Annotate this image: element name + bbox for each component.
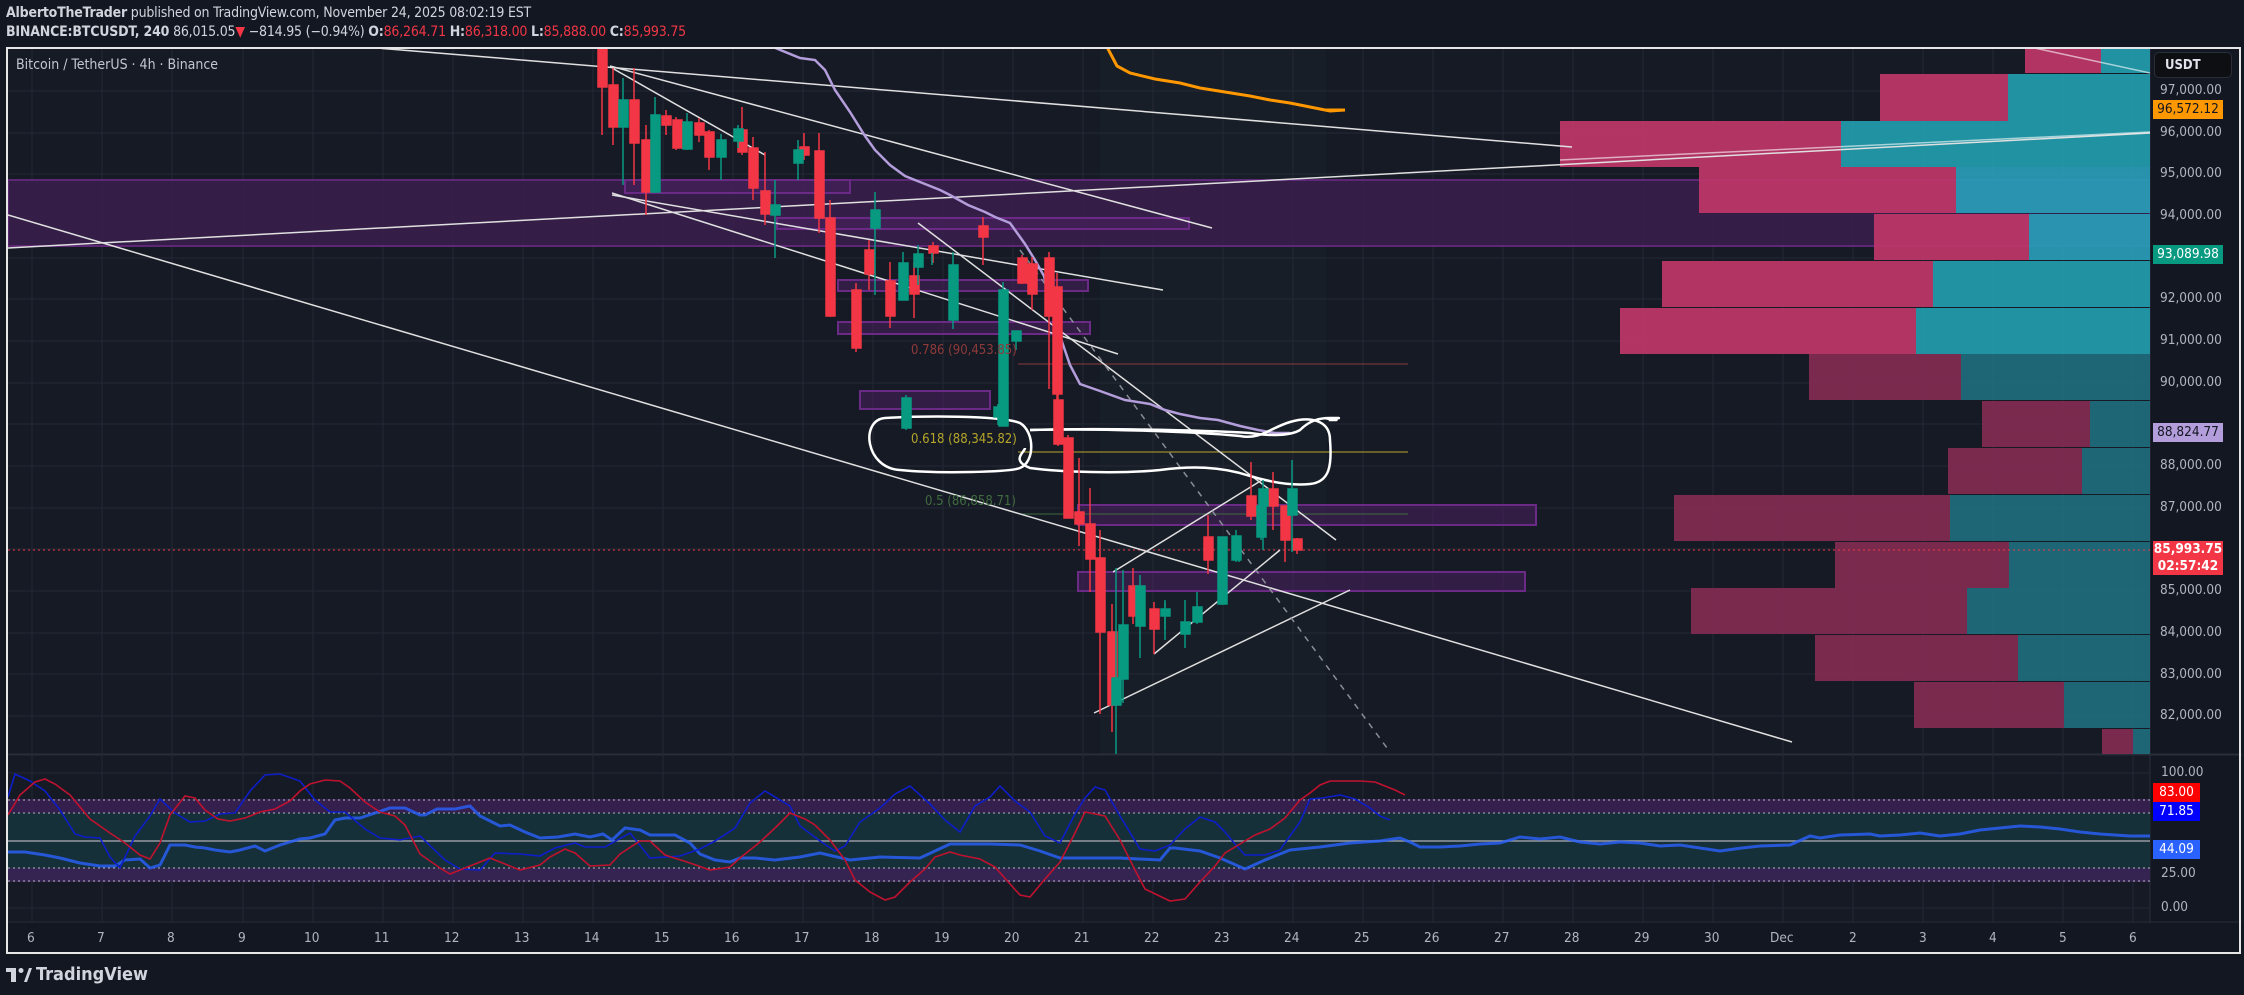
high-value: 86,318.00: [464, 24, 528, 40]
chart-title: Bitcoin / TetherUS · 4h · Binance: [16, 57, 219, 73]
current-price-value: 85,993.75: [2153, 541, 2223, 557]
open-label: O:: [368, 24, 384, 40]
open-value: 86,264.71: [383, 24, 446, 40]
down-arrow-icon: ▼: [235, 24, 245, 40]
date-tick: Dec: [1770, 930, 1794, 946]
close-label: C:: [609, 24, 624, 40]
chart-frame: [6, 47, 2241, 954]
price-tick: 92,000.00: [2160, 290, 2222, 306]
stoch-d-line: [8, 778, 1406, 902]
date-tick: 27: [1494, 930, 1510, 946]
lavender-ma-badge: 88,824.77: [2153, 423, 2223, 442]
date-tick: 8: [167, 930, 175, 946]
dashed-projection-line: [1019, 249, 1391, 753]
date-tick: 19: [934, 930, 950, 946]
date-tick: 4: [1989, 930, 1997, 946]
rsi-line: [8, 804, 2150, 871]
date-tick: 29: [1634, 930, 1650, 946]
symbol-info: BINANCE:BTCUSDT, 240 86,015.05▼ −814.95 …: [6, 24, 686, 40]
price-tick: 91,000.00: [2160, 332, 2222, 348]
date-tick: 26: [1424, 930, 1440, 946]
date-tick: 20: [1004, 930, 1020, 946]
price-tick: 83,000.00: [2160, 666, 2222, 682]
date-tick: 3: [1919, 930, 1927, 946]
date-tick: 5: [2059, 930, 2067, 946]
hand-drawn-highlight: [868, 415, 1341, 486]
published-text: published on TradingView.com, November 2…: [130, 5, 532, 21]
date-tick: 17: [794, 930, 810, 946]
price-tick: 82,000.00: [2160, 707, 2222, 723]
date-tick: 30: [1704, 930, 1720, 946]
price-tick: 94,000.00: [2160, 207, 2222, 223]
rsi-pane: [8, 772, 2150, 909]
price-tick: 97,000.00: [2160, 82, 2222, 98]
candle-countdown: 02:57:42: [2157, 558, 2219, 574]
price-tick: 87,000.00: [2160, 499, 2222, 515]
date-tick: 25: [1354, 930, 1370, 946]
date-tick: 28: [1564, 930, 1580, 946]
publish-info: AlbertoTheTrader published on TradingVie…: [6, 5, 531, 21]
orange-ma-badge: 96,572.12: [2153, 100, 2223, 119]
date-tick: 23: [1214, 930, 1230, 946]
date-tick: 6: [27, 930, 35, 946]
date-tick: 11: [374, 930, 390, 946]
stoch-d-badge: 83.00: [2153, 783, 2200, 802]
brand-name: TradingView: [36, 964, 148, 985]
fib-0786-label: 0.786 (90,453.85): [911, 343, 1017, 358]
fib-05-label: 0.5 (86,858.71): [925, 494, 1016, 509]
author-name[interactable]: AlbertoTheTrader: [6, 5, 127, 21]
price-tick: 96,000.00: [2160, 124, 2222, 140]
rsi-tick: 100.00: [2161, 764, 2204, 780]
orange-ma-line: [1106, 49, 1346, 113]
price-tick: 85,000.00: [2160, 582, 2222, 598]
current-price-badge: 85,993.75 02:57:42: [2153, 541, 2223, 575]
date-tick: 9: [238, 930, 246, 946]
date-tick: 13: [514, 930, 530, 946]
date-tick: 2: [1849, 930, 1857, 946]
trendlines: [8, 49, 2150, 743]
date-tick: 12: [444, 930, 460, 946]
date-tick: 10: [304, 930, 320, 946]
price-tick: 84,000.00: [2160, 624, 2222, 640]
date-tick: 24: [1284, 930, 1300, 946]
currency-button[interactable]: USDT: [2154, 52, 2232, 78]
fib-0618-label: 0.618 (88,345.82): [911, 432, 1017, 447]
close-value: 85,993.75: [623, 24, 686, 40]
price-tick: 95,000.00: [2160, 165, 2222, 181]
last-price: 86,015.05: [173, 24, 236, 40]
stoch-k-line: [8, 772, 1391, 871]
low-value: 85,888.00: [543, 24, 606, 40]
tradingview-logo-icon: [6, 967, 32, 982]
date-tick: 14: [584, 930, 600, 946]
date-tick: 16: [724, 930, 740, 946]
low-label: L:: [531, 24, 544, 40]
candlesticks: [597, 49, 1303, 754]
rsi-tick: 25.00: [2161, 865, 2196, 881]
date-tick: 18: [864, 930, 880, 946]
date-tick: 6: [2129, 930, 2137, 946]
tradingview-logo[interactable]: TradingView: [6, 964, 148, 985]
price-change: −814.95 (−0.94%): [248, 24, 365, 40]
rsi-tick: 0.00: [2161, 899, 2189, 915]
price-tick: 90,000.00: [2160, 374, 2222, 390]
green-level-badge: 93,089.98: [2153, 245, 2223, 264]
date-tick: 15: [654, 930, 670, 946]
date-tick: 22: [1144, 930, 1160, 946]
volume-profile: [1560, 49, 2150, 754]
high-label: H:: [449, 24, 465, 40]
rsi-badge: 44.09: [2153, 840, 2200, 859]
date-tick: 7: [97, 930, 105, 946]
price-tick: 88,000.00: [2160, 457, 2222, 473]
date-tick: 21: [1074, 930, 1090, 946]
lavender-ma-line: [774, 49, 1290, 435]
stoch-k-badge: 71.85: [2153, 802, 2200, 821]
symbol-name: BINANCE:BTCUSDT, 240: [6, 24, 170, 40]
